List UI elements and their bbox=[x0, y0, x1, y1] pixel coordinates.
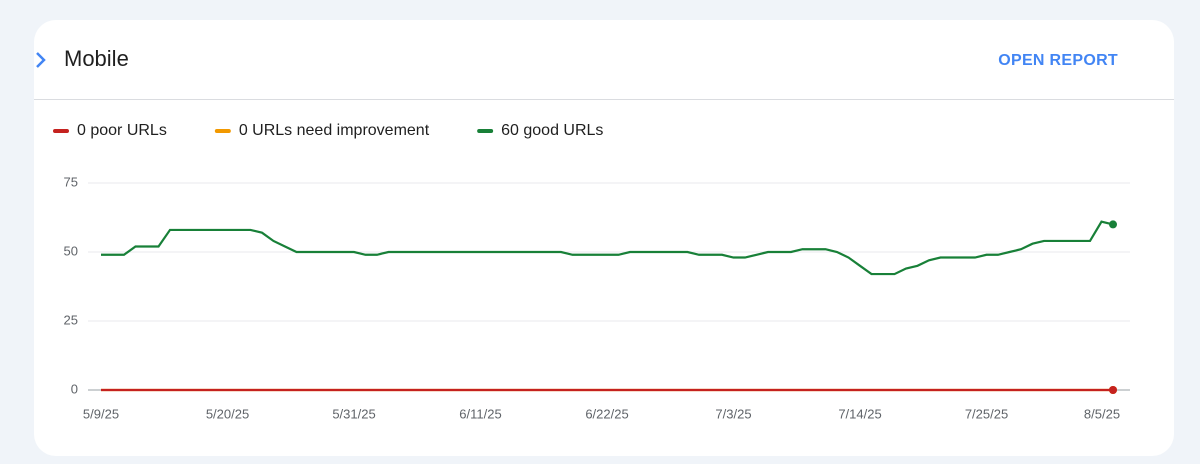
x-tick-label: 8/5/25 bbox=[1084, 406, 1120, 421]
card: Mobile OPEN REPORT bbox=[34, 20, 1174, 456]
open-report-link[interactable]: OPEN REPORT bbox=[998, 52, 1118, 69]
chevron-icon[interactable] bbox=[34, 51, 48, 69]
x-tick-label: 7/25/25 bbox=[965, 406, 1008, 421]
y-tick-label: 25 bbox=[64, 312, 78, 327]
card-title: Mobile bbox=[64, 46, 129, 71]
y-tick-label: 75 bbox=[64, 174, 78, 189]
legend-label: 60 good URLs bbox=[501, 122, 603, 139]
end-point bbox=[1109, 386, 1117, 394]
divider bbox=[34, 99, 1174, 100]
legend-label: 0 poor URLs bbox=[77, 122, 167, 139]
x-tick-label: 6/11/25 bbox=[459, 406, 501, 421]
series-line bbox=[101, 220, 1114, 276]
x-tick-label: 7/3/25 bbox=[715, 406, 751, 421]
end-point bbox=[1109, 220, 1117, 229]
legend-label: 0 URLs need improvement bbox=[239, 122, 430, 139]
x-tick-label: 5/9/25 bbox=[83, 406, 119, 421]
x-tick-label: 6/22/25 bbox=[585, 406, 628, 421]
y-tick-label: 50 bbox=[64, 243, 78, 258]
x-tick-label: 5/20/25 bbox=[206, 406, 249, 421]
x-tick-label: 5/31/25 bbox=[332, 406, 375, 421]
y-tick-label: 0 bbox=[71, 381, 78, 396]
x-tick-label: 7/14/25 bbox=[838, 406, 881, 421]
